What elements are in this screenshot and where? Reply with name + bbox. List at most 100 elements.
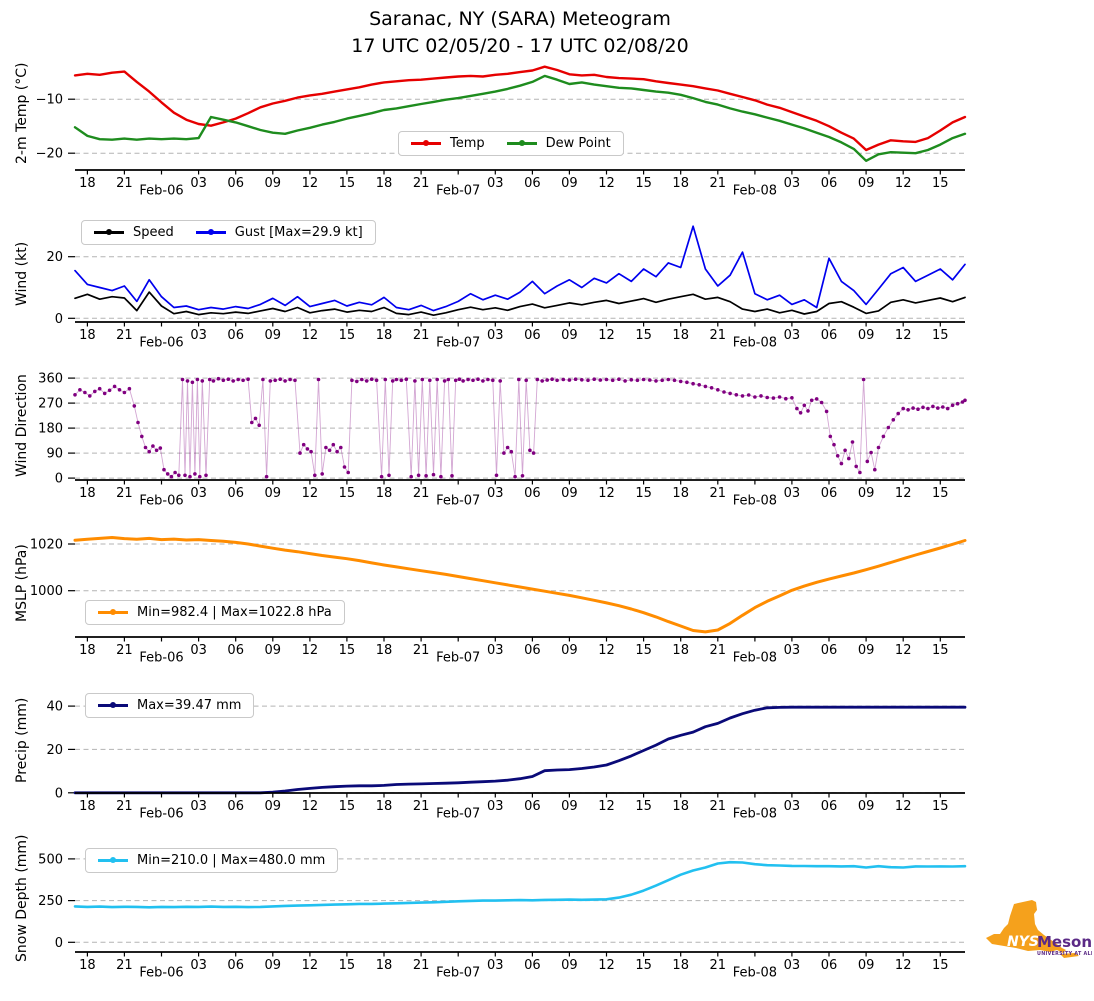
dir-xtick: 12	[302, 486, 319, 501]
ny-state-shape	[986, 900, 1066, 953]
wind-xtick: 03	[784, 328, 801, 343]
mslp-xtick: 18	[79, 643, 96, 658]
precip-xtick: 12	[598, 799, 615, 814]
temp-xtick: Feb-07	[436, 184, 480, 199]
wind_direction-point	[301, 442, 306, 447]
dir-xtick: 03	[190, 486, 207, 501]
wind_direction-point	[839, 461, 844, 466]
wind-xtick: 15	[635, 328, 652, 343]
precip-plot-area: 40 20 0 18 21 Feb-06 03 06 09 12 15 18 21 Feb-07 03 06 0…	[46, 687, 967, 822]
precip_accum-line	[73, 705, 967, 795]
precip-xtick: 03	[487, 799, 504, 814]
wind_direction-point	[486, 377, 490, 382]
wind-xtick: 21	[710, 328, 727, 343]
wind_direction-point	[784, 396, 788, 401]
legend-label: Dew Point	[545, 136, 611, 151]
temp-xtick: 09	[858, 176, 875, 191]
wind_direction-point	[802, 403, 807, 408]
snow-xtick: 18	[79, 958, 96, 973]
wind_direction-point	[865, 459, 870, 464]
dir-xtick: 18	[79, 486, 96, 501]
wind_direction-point	[404, 377, 409, 381]
wind-xtick: 15	[932, 328, 949, 343]
wind-legend: Speed Gust [Max=29.9 kt]	[81, 220, 376, 245]
wind_direction-point	[567, 378, 572, 382]
temp-xtick: 09	[561, 176, 578, 191]
dir-xtick: 15	[339, 486, 356, 501]
wind_direction-point	[911, 406, 915, 410]
wind_direction-point	[327, 448, 332, 453]
wind_direction-point	[509, 449, 514, 454]
wind_direction-point	[188, 474, 192, 479]
wind_direction-point	[78, 388, 82, 392]
wind_direction-point	[790, 396, 794, 400]
legend-item: Gust [Max=29.9 kt]	[195, 225, 363, 240]
wind-direction-y-axis-label: Wind Direction	[14, 374, 30, 478]
temp-xtick: 03	[190, 176, 207, 191]
wind_direction-point	[876, 445, 881, 450]
mslp-ytick: 1020	[30, 538, 63, 553]
dir-ytick: 180	[38, 422, 63, 437]
mslp-xtick: 21	[413, 643, 430, 658]
precip-xtick: 09	[561, 799, 578, 814]
wind_direction-point	[491, 378, 495, 383]
dir-xtick: 21	[116, 486, 133, 501]
long-island-shape	[1060, 953, 1079, 958]
mslp-xtick: 09	[561, 643, 578, 658]
temp-y-axis-label: 2-m Temp (°C)	[14, 62, 30, 165]
wind_direction-point	[654, 379, 658, 383]
wind_direction-point	[207, 377, 212, 382]
wind_direction-point	[409, 474, 414, 479]
temp-xtick: 09	[265, 176, 282, 191]
legend-line-sample	[98, 857, 128, 864]
wind_direction-point	[360, 377, 364, 382]
precip-xtick: Feb-06	[139, 807, 183, 822]
wind_direction-point	[861, 377, 866, 382]
dir-xtick: Feb-06	[139, 494, 183, 509]
wind_direction-point	[204, 473, 208, 478]
temp-xtick: 06	[524, 176, 541, 191]
wind_direction-point	[453, 378, 458, 383]
wind_direction-point	[740, 394, 745, 398]
wind_direction-point	[828, 434, 833, 439]
wind-xtick: 12	[598, 328, 615, 343]
wind_direction-point	[268, 379, 273, 383]
wind_direction-point	[481, 379, 485, 383]
wind_direction-point	[550, 377, 554, 381]
wind_direction-point	[136, 420, 140, 425]
wind_direction-point	[309, 449, 313, 454]
wind_direction-point	[442, 379, 447, 383]
wind_direction-point	[498, 379, 503, 383]
wind_direction-point	[190, 380, 195, 385]
snow-xtick: 09	[858, 958, 875, 973]
snow-xtick: 06	[821, 958, 838, 973]
snow-xtick: 21	[413, 958, 430, 973]
mslp-legend: Min=982.4 | Max=1022.8 hPa	[85, 600, 345, 625]
wind_direction-point	[685, 380, 689, 385]
wind_direction-point	[316, 377, 321, 382]
logo-nys-text: NYS	[1007, 934, 1039, 950]
wind_direction-point	[850, 440, 855, 444]
wind_direction-point	[185, 379, 190, 383]
wind_direction-point	[457, 377, 462, 381]
wind_direction-point	[374, 378, 379, 383]
wind_direction-point	[346, 470, 351, 475]
snow-ytick: 0	[55, 936, 63, 951]
wind_direction-point	[147, 449, 151, 454]
mslp-xtick: 15	[932, 643, 949, 658]
snow-xtick: Feb-07	[436, 966, 480, 981]
dir-xtick: 03	[487, 486, 504, 501]
precip-xtick: Feb-07	[436, 807, 480, 822]
wind_direction-point	[288, 377, 292, 382]
wind-xtick: 18	[376, 328, 393, 343]
mslp-xtick: 18	[672, 643, 689, 658]
mslp-xtick: 15	[635, 643, 652, 658]
wind_direction-point	[814, 397, 819, 401]
wind_direction-point	[955, 401, 960, 406]
snow-xtick: 03	[487, 958, 504, 973]
wind_direction-point	[313, 473, 317, 478]
nys-mesonet-logo: NYS Mesonet UNIVERSITY AT ALBANY	[986, 900, 1092, 958]
temp-xtick: 15	[635, 176, 652, 191]
wind_direction-point	[771, 396, 776, 400]
